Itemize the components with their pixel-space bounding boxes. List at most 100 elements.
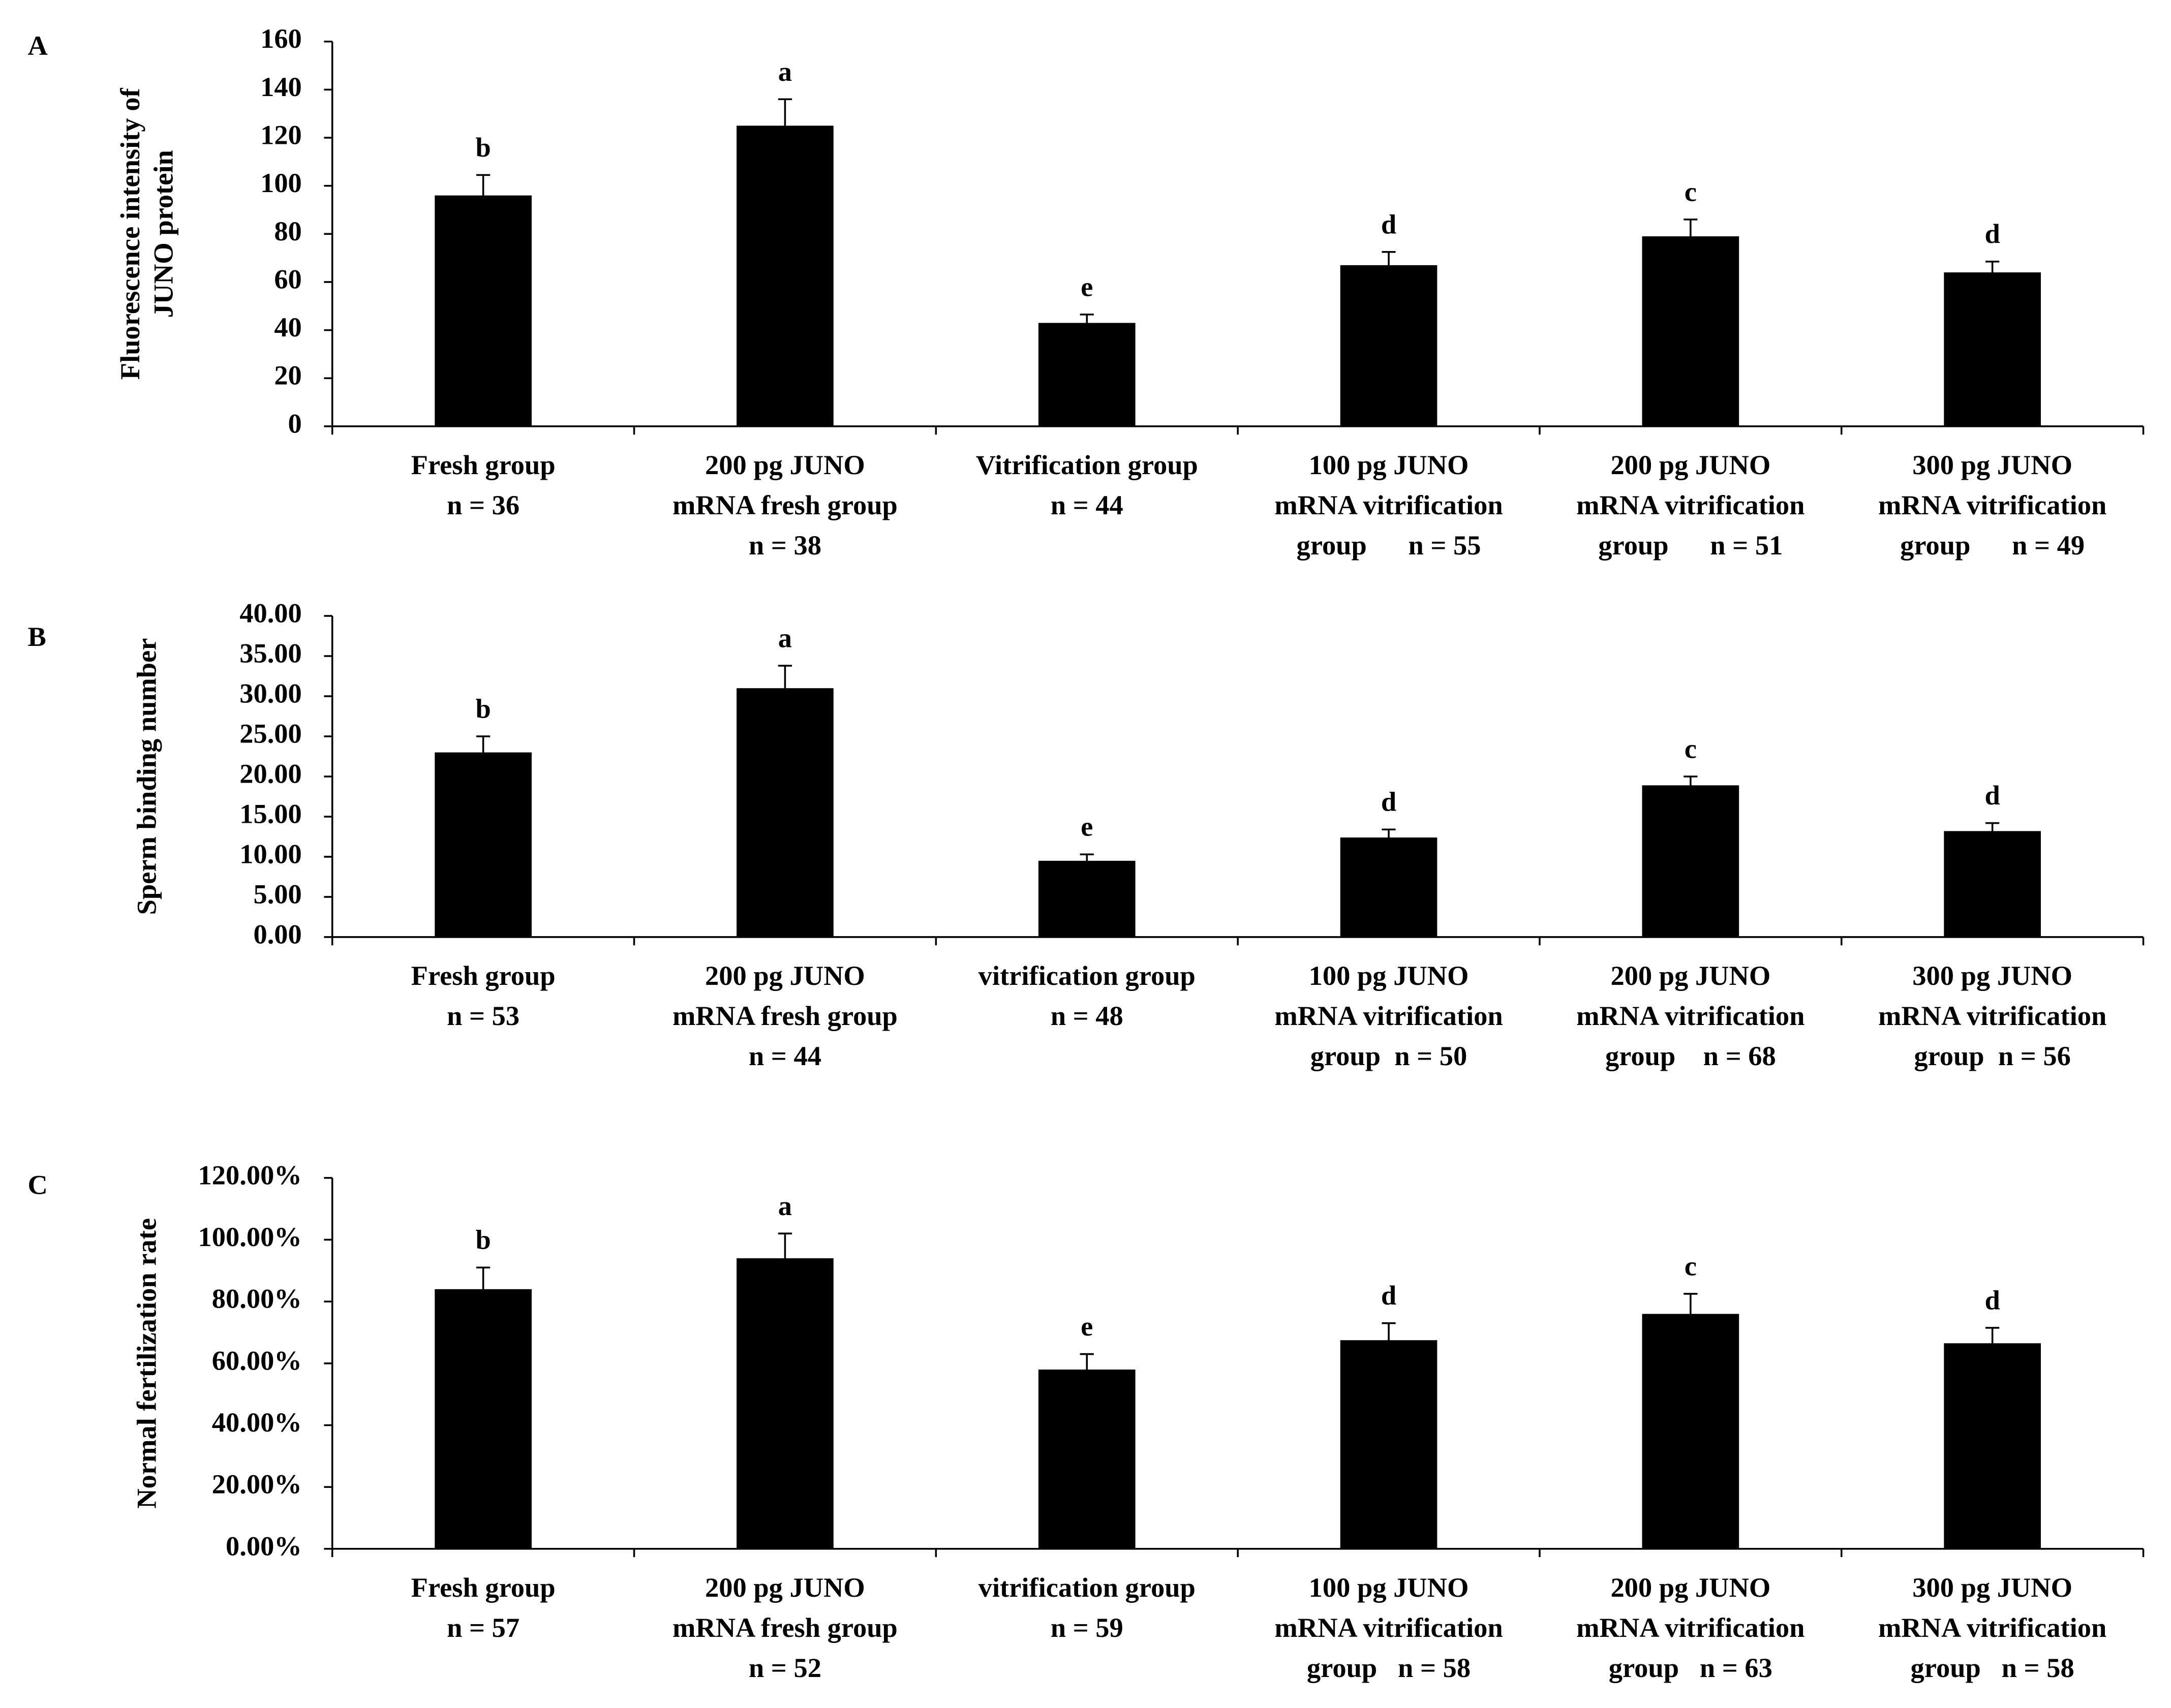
significance-letter: c (1685, 176, 1697, 207)
x-tick-label: 100 pg JUNO (1309, 1572, 1469, 1603)
significance-letter: d (1381, 208, 1396, 239)
y-axis-label: Fluorescence intensity of (114, 88, 145, 380)
error-bar (476, 174, 491, 217)
error-bar (1684, 1293, 1698, 1335)
bar (1642, 785, 1739, 937)
x-tick-label: group n = 63 (1609, 1652, 1772, 1683)
x-tick-label: vitrification group (979, 1572, 1196, 1603)
x-tick-label: group n = 58 (1911, 1652, 2074, 1683)
y-tick-label: 160 (260, 23, 302, 54)
bar (1038, 860, 1136, 937)
x-tick-label: Fresh group (411, 1572, 556, 1603)
significance-letter: d (1381, 1280, 1396, 1311)
error-bar (1684, 219, 1698, 254)
bar (435, 752, 532, 937)
significance-letter: e (1081, 271, 1093, 302)
error-bar (778, 665, 792, 712)
x-tick-label: 200 pg JUNO (705, 1572, 865, 1603)
panel-label: C (27, 1169, 47, 1200)
significance-letter: d (1381, 786, 1396, 817)
error-bar (1985, 260, 2000, 285)
error-bar (778, 1232, 792, 1284)
x-tick-label: 200 pg JUNO (1610, 960, 1770, 991)
y-tick-label: 20.00 (239, 758, 302, 789)
bar (1038, 323, 1136, 426)
bar (1944, 272, 2041, 426)
y-tick-label: 100.00% (198, 1221, 302, 1252)
y-tick-label: 120 (260, 119, 302, 150)
y-tick-label: 40 (274, 312, 301, 343)
y-tick-label: 0.00 (253, 918, 301, 949)
bar (435, 1289, 532, 1549)
y-tick-label: 25.00 (239, 718, 302, 749)
bar (1642, 1314, 1739, 1549)
y-tick-label: 60.00% (212, 1345, 302, 1376)
significance-letter: a (778, 56, 792, 87)
y-tick-label: 0.00% (226, 1530, 302, 1561)
x-tick-label: n = 48 (1051, 1000, 1123, 1031)
x-tick-label: group n = 56 (1914, 1040, 2071, 1071)
significance-letter: e (1081, 1311, 1093, 1342)
x-tick-label: group n = 49 (1900, 530, 2085, 561)
y-axis-label: JUNO protein (147, 150, 178, 318)
x-tick-label: n = 52 (749, 1652, 821, 1683)
x-tick-label: 100 pg JUNO (1309, 960, 1469, 991)
y-tick-label: 60 (274, 263, 301, 294)
x-tick-label: n = 36 (447, 489, 519, 520)
x-tick-label: n = 38 (749, 530, 821, 561)
error-bar (1080, 314, 1094, 332)
error-bar (1985, 1327, 2000, 1360)
x-tick-label: n = 59 (1051, 1612, 1123, 1643)
x-tick-label: group n = 55 (1297, 530, 1481, 561)
y-tick-label: 120.00% (198, 1159, 302, 1190)
panel-label: B (27, 621, 46, 652)
significance-letter: c (1685, 1250, 1697, 1281)
x-tick-label: mRNA vitrification (1274, 489, 1503, 520)
x-tick-label: n = 44 (749, 1040, 821, 1071)
panel-label: A (27, 30, 47, 61)
x-tick-label: 200 pg JUNO (705, 960, 865, 991)
y-tick-label: 20 (274, 360, 301, 391)
x-tick-label: mRNA vitrification (1576, 1000, 1805, 1031)
x-tick-label: group n = 51 (1598, 530, 1783, 561)
y-axis-label: Normal fertilization rate (131, 1218, 162, 1509)
x-tick-label: Fresh group (411, 960, 556, 991)
bar (1038, 1369, 1136, 1549)
y-tick-label: 40.00 (239, 598, 302, 629)
y-tick-label: 10.00 (239, 838, 302, 869)
x-tick-label: Vitrification group (976, 449, 1198, 480)
error-bar (1684, 775, 1698, 795)
x-tick-label: n = 53 (447, 1000, 519, 1031)
bar (1340, 837, 1438, 937)
x-tick-label: n = 44 (1051, 489, 1123, 520)
significance-letter: d (1984, 218, 2000, 249)
bar (1642, 236, 1739, 426)
bar (1340, 1340, 1438, 1549)
x-tick-label: mRNA vitrification (1878, 1000, 2106, 1031)
error-bar (1382, 828, 1396, 847)
bar (1944, 1343, 2041, 1549)
x-tick-label: 200 pg JUNO (1610, 1572, 1770, 1603)
y-tick-label: 140 (260, 71, 302, 102)
y-tick-label: 0 (288, 408, 302, 439)
x-tick-label: mRNA fresh group (672, 489, 898, 520)
significance-letter: b (475, 1224, 491, 1255)
y-tick-label: 20.00% (212, 1469, 302, 1500)
significance-letter: b (475, 693, 491, 724)
significance-letter: a (778, 1190, 792, 1221)
error-bar (1382, 1322, 1396, 1358)
x-tick-label: 200 pg JUNO (705, 449, 865, 480)
y-tick-label: 30.00 (239, 678, 302, 709)
y-tick-label: 80.00% (212, 1283, 302, 1314)
y-tick-label: 5.00 (253, 878, 301, 909)
x-tick-label: 300 pg JUNO (1912, 449, 2072, 480)
bar (1340, 265, 1438, 426)
y-axis-label: Sperm binding number (131, 638, 162, 915)
x-tick-label: mRNA fresh group (672, 1612, 898, 1643)
error-bar (1985, 822, 2000, 840)
x-tick-label: n = 57 (447, 1612, 519, 1643)
error-bar (1382, 251, 1396, 280)
x-tick-label: mRNA vitrification (1878, 1612, 2106, 1643)
significance-letter: c (1685, 733, 1697, 764)
